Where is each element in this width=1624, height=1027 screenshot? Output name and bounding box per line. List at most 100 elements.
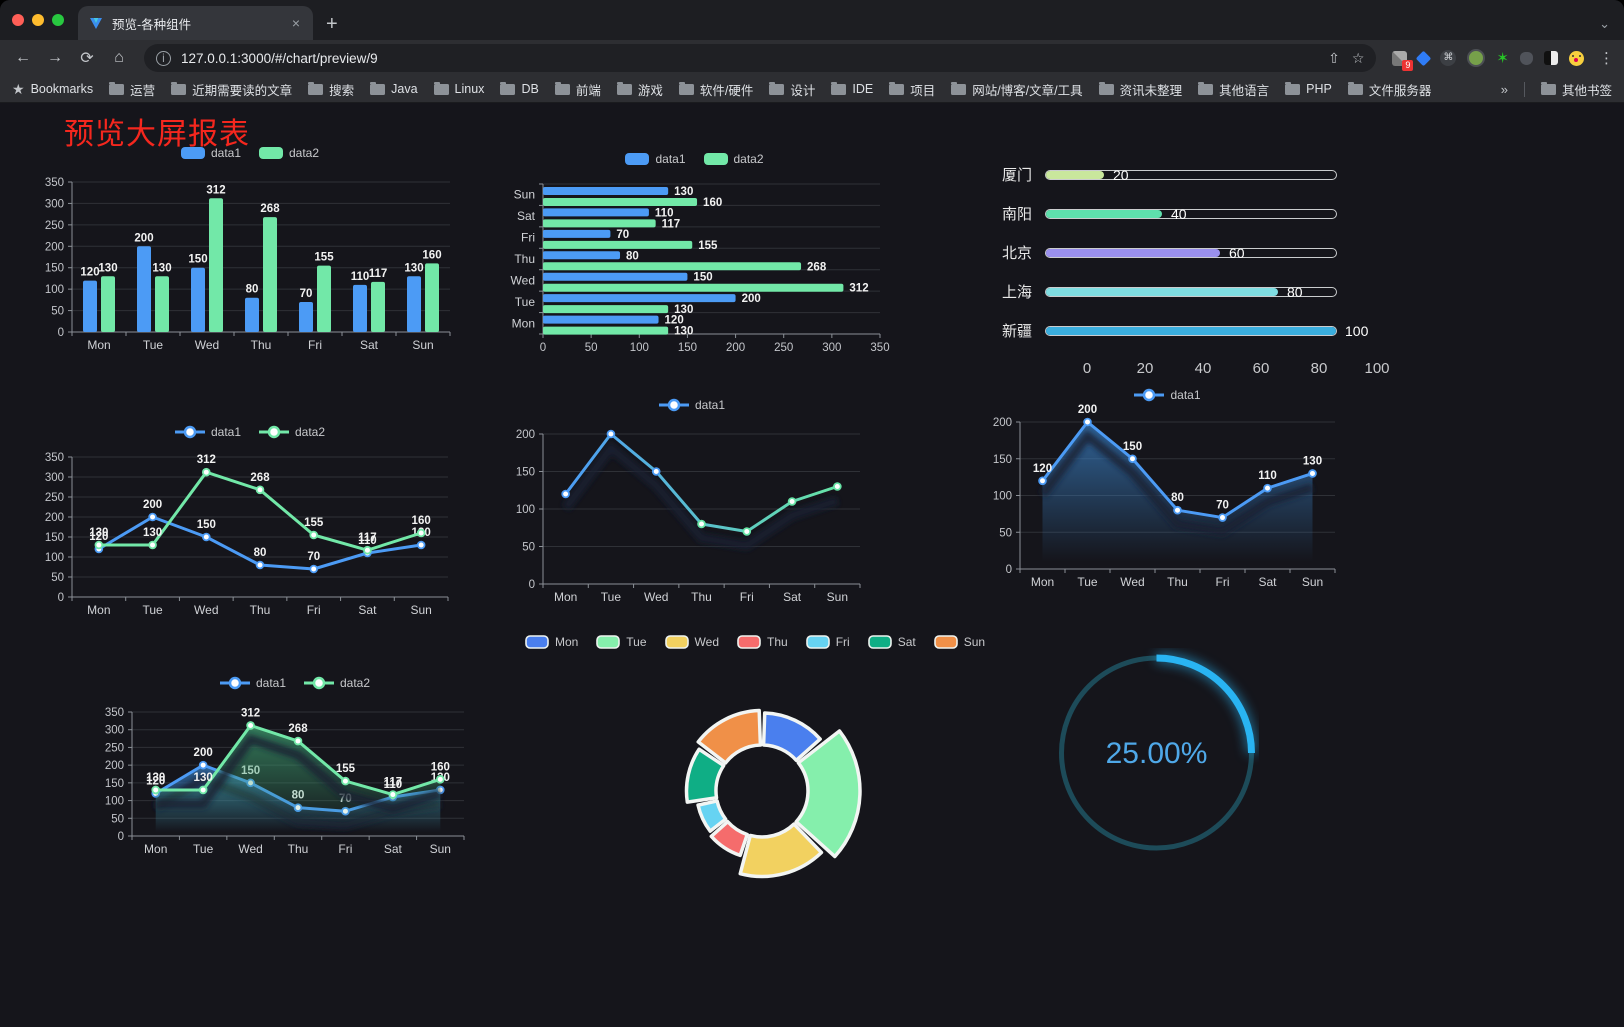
legend-item[interactable]: data1 [219, 676, 286, 690]
bookmark-item[interactable]: 前端 [554, 80, 601, 99]
legend-item[interactable]: data1 [658, 398, 725, 412]
bookmarks-overflow-chevron[interactable]: » [1500, 81, 1508, 97]
zoom-window-button[interactable] [52, 14, 64, 26]
svg-text:200: 200 [1078, 404, 1097, 416]
legend-item[interactable]: data1 [174, 425, 241, 439]
progress-fill [1046, 248, 1220, 257]
tab-search-chevron-icon[interactable]: ⌄ [1599, 16, 1610, 31]
share-icon[interactable]: ⇧ [1328, 49, 1340, 66]
progress-row: 北京 60 [990, 242, 1337, 263]
legend-item[interactable]: data2 [304, 676, 370, 690]
minimize-window-button[interactable] [32, 14, 44, 26]
progress-value: 20 [1113, 166, 1129, 183]
bookmark-item[interactable]: 软件/硬件 [678, 80, 753, 99]
legend-item[interactable]: Tue [596, 635, 647, 649]
svg-text:Fri: Fri [308, 338, 322, 352]
svg-text:130: 130 [146, 772, 165, 784]
svg-text:160: 160 [412, 515, 431, 527]
bookmark-star-icon[interactable]: ☆ [1351, 49, 1365, 66]
bookmark-item[interactable]: 项目 [889, 80, 935, 99]
svg-text:250: 250 [45, 220, 64, 232]
new-tab-button[interactable]: + [326, 13, 338, 35]
forward-button[interactable]: → [47, 49, 63, 66]
tab-favicon [90, 18, 102, 29]
browser-menu-icon[interactable]: ⋮ [1599, 50, 1614, 67]
folder-icon [1285, 81, 1301, 95]
svg-text:Mon: Mon [87, 338, 110, 352]
svg-text:80: 80 [626, 250, 639, 262]
address-bar[interactable]: i 127.0.0.1:3000/#/chart/preview/9 ⇧ ☆ [144, 44, 1377, 72]
extension-emoji-icon[interactable] [1569, 50, 1584, 66]
url-text[interactable]: 127.0.0.1:3000/#/chart/preview/9 [181, 50, 378, 66]
progress-label: 上海 [1001, 284, 1032, 301]
extension-command-icon[interactable]: ⌘ [1440, 50, 1457, 66]
svg-text:120: 120 [1033, 463, 1052, 475]
extension-star-icon[interactable]: ✶ [1496, 50, 1509, 67]
bookmark-item[interactable]: 搜索 [308, 80, 354, 99]
svg-text:130: 130 [98, 262, 117, 274]
svg-text:Tue: Tue [1077, 575, 1098, 589]
window-controls [12, 14, 64, 26]
legend-item[interactable]: Sat [867, 635, 916, 649]
bookmark-item[interactable]: 游戏 [616, 80, 663, 99]
bookmark-item[interactable]: 文件服务器 [1347, 80, 1431, 99]
extensions-area: 9 ⌘ ✶ ⋮ [1392, 49, 1614, 71]
extension-kite-icon[interactable] [1416, 50, 1432, 66]
svg-text:350: 350 [870, 342, 889, 354]
legend-item[interactable]: data1 [180, 146, 241, 160]
svg-text:110: 110 [655, 207, 674, 219]
legend-item[interactable]: data2 [259, 425, 325, 439]
tab-title: 预览-各种组件 [112, 17, 192, 32]
extension-grid-icon[interactable]: 9 [1392, 50, 1414, 71]
legend-item[interactable]: Mon [525, 635, 578, 649]
svg-text:150: 150 [188, 254, 207, 266]
bookmark-item[interactable]: DB [500, 81, 539, 96]
svg-text:200: 200 [993, 417, 1012, 429]
extension-contrast-icon[interactable] [1544, 51, 1558, 65]
legend-item[interactable]: Sun [933, 635, 985, 649]
legend-item[interactable]: data1 [625, 152, 686, 166]
svg-text:150: 150 [197, 519, 216, 531]
svg-text:Mon: Mon [1031, 575, 1054, 589]
tab-close-icon[interactable]: × [291, 15, 300, 31]
back-button[interactable]: ← [15, 49, 31, 66]
extension-green-circle-icon[interactable] [1467, 49, 1486, 67]
chart-line-gradient: data1 0 50 100 150 200 Mon Tue Wed Thu Fri Sat Sun [497, 398, 887, 613]
legend-item[interactable]: data2 [703, 152, 764, 166]
folder-icon [109, 81, 125, 95]
bookmark-item[interactable]: 运营 [109, 80, 155, 99]
other-bookmarks[interactable]: 其他书签 [1540, 80, 1612, 99]
site-info-icon[interactable]: i [156, 50, 171, 66]
home-button[interactable]: ⌂ [114, 49, 124, 66]
bookmark-item[interactable]: 近期需要读的文章 [171, 80, 292, 99]
bookmark-item[interactable]: Linux [433, 81, 484, 96]
bookmark-item[interactable]: Java [370, 81, 418, 96]
browser-tab[interactable]: 预览-各种组件 × [78, 6, 313, 40]
svg-text:70: 70 [300, 288, 313, 300]
legend-item[interactable]: data2 [259, 146, 319, 160]
bookmark-item[interactable]: 其他语言 [1198, 80, 1269, 99]
bookmark-item[interactable]: PHP [1285, 81, 1332, 96]
svg-text:Fri: Fri [1216, 575, 1230, 589]
svg-text:117: 117 [369, 268, 388, 280]
bookmark-item[interactable]: IDE [831, 81, 873, 96]
close-window-button[interactable] [12, 14, 24, 26]
bookmark-item[interactable]: 资讯未整理 [1098, 80, 1182, 99]
bookmark-item[interactable]: 网站/博客/文章/工具 [951, 80, 1083, 99]
extension-dark-icon[interactable] [1520, 51, 1533, 65]
legend-item[interactable]: data1 [1134, 388, 1201, 402]
legend-item[interactable]: Wed [664, 635, 719, 649]
svg-text:50: 50 [51, 572, 64, 584]
bookmarks-root[interactable]: ★ Bookmarks [12, 81, 93, 98]
progress-label: 厦门 [1001, 167, 1032, 184]
svg-text:120: 120 [89, 531, 108, 543]
legend-item[interactable]: Fri [805, 635, 850, 649]
reload-button[interactable]: ⟳ [80, 50, 94, 67]
svg-text:Wed: Wed [1120, 575, 1144, 589]
svg-text:100: 100 [516, 504, 535, 516]
folder-icon [889, 81, 905, 95]
legend-item[interactable]: Thu [737, 635, 788, 649]
svg-text:155: 155 [304, 517, 324, 529]
bookmark-item[interactable]: 设计 [769, 80, 815, 99]
svg-text:Tue: Tue [193, 842, 214, 856]
